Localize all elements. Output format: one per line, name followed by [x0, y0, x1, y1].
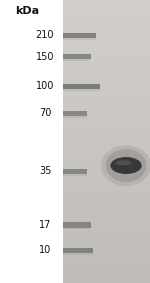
Bar: [63, 222, 91, 228]
Bar: [63, 116, 87, 117]
Text: 35: 35: [39, 166, 51, 176]
Bar: [63, 84, 100, 89]
Text: 150: 150: [36, 52, 54, 62]
Bar: [63, 111, 87, 116]
Bar: [63, 54, 91, 59]
Bar: [63, 253, 93, 255]
Bar: [63, 38, 95, 40]
Bar: [63, 89, 99, 91]
Ellipse shape: [101, 145, 150, 186]
Bar: [63, 33, 96, 38]
Ellipse shape: [116, 160, 131, 165]
Bar: [63, 169, 87, 174]
Text: 210: 210: [36, 30, 54, 40]
Ellipse shape: [106, 149, 146, 182]
Bar: [63, 174, 87, 175]
Text: 17: 17: [39, 220, 51, 230]
Text: 70: 70: [39, 108, 51, 118]
Ellipse shape: [110, 157, 142, 174]
Text: 10: 10: [39, 245, 51, 256]
Bar: [63, 228, 90, 229]
Bar: [63, 248, 93, 253]
Bar: [63, 59, 90, 61]
Bar: [0, 0, 63, 283]
Text: 100: 100: [36, 81, 54, 91]
Text: kDa: kDa: [15, 6, 39, 16]
